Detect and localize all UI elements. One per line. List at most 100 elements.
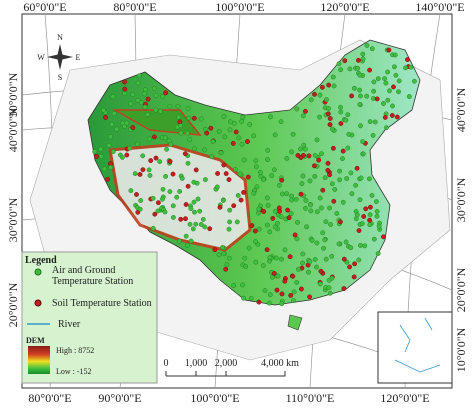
air-station [147,172,153,178]
air-station [369,46,375,52]
soil-station [386,47,392,53]
air-station [322,237,328,243]
legend-soil-symbol [34,299,42,307]
air-station [276,182,282,188]
soil-station [277,208,282,214]
soil-station [330,145,336,151]
air-station [284,191,290,197]
air-station [222,134,228,140]
air-station [314,137,320,143]
air-station [367,119,373,125]
soil-station [320,187,326,193]
air-station [146,167,152,173]
soil-station [290,273,296,279]
soil-station [252,228,258,234]
air-station [137,206,143,212]
air-station [302,146,308,152]
air-station [260,177,266,182]
air-station [227,127,233,133]
air-station [307,178,313,184]
soil-station [325,167,331,173]
air-station [170,214,176,220]
air-station [188,238,194,244]
air-station [179,175,185,181]
air-station [349,191,355,197]
soil-station [279,177,285,183]
soil-station [282,278,288,284]
soil-station [274,287,280,293]
soil-station [155,200,161,206]
air-station [242,255,248,261]
air-station [216,129,222,135]
air-station [145,112,151,117]
air-station [128,188,134,194]
soil-station [382,115,388,120]
air-station [227,207,233,213]
air-station [256,226,262,232]
soil-station [302,108,308,114]
air-station [357,72,363,78]
air-station [227,219,233,225]
air-station [175,104,181,109]
air-station [307,259,313,264]
air-station [291,298,296,303]
air-station [193,221,199,227]
air-station [314,264,319,270]
air-station [326,285,332,291]
air-station [289,197,295,203]
air-station [150,225,156,231]
air-station [323,256,329,262]
air-station [290,131,296,137]
air-station [294,236,300,242]
air-station [279,301,285,307]
air-station [334,211,340,216]
air-station [327,290,333,296]
compass-s: S [58,73,62,82]
soil-station [122,86,128,92]
air-station [393,72,399,78]
soil-station [170,171,176,177]
air-station [337,177,342,183]
soil-station [230,140,236,146]
air-station [190,226,196,232]
soil-station [122,79,128,85]
air-station [408,64,414,70]
soil-station [325,160,331,166]
soil-station [367,217,372,223]
air-station [111,111,117,117]
air-station [295,219,300,225]
air-station [155,208,161,214]
air-station [157,159,163,165]
air-station [354,212,360,218]
air-station [218,150,224,156]
air-station [138,198,144,203]
soil-station [349,93,354,99]
air-station [187,137,193,143]
soil-station [208,125,214,131]
air-station [167,103,173,109]
scale-label: 1,000 [185,358,208,369]
dem-high: High : 8752 [56,346,94,355]
air-station [240,114,246,120]
soil-station [153,155,159,161]
air-station [366,176,372,182]
scale-bar: 0 1,000 2,000 4,000 km [164,358,299,377]
air-station [269,173,275,179]
air-station [110,149,116,155]
air-station [202,147,208,153]
air-station [371,79,377,85]
air-station [314,209,320,215]
air-station [274,220,280,226]
soil-station [354,165,360,171]
air-station [216,252,222,258]
air-station [317,281,323,287]
hainan [287,314,303,331]
air-station [247,122,253,127]
air-station [192,146,198,152]
scale-label: 2,000 [215,358,238,369]
air-station [138,100,144,105]
soil-station [381,234,386,240]
soil-station [318,268,324,274]
air-station [127,145,133,151]
